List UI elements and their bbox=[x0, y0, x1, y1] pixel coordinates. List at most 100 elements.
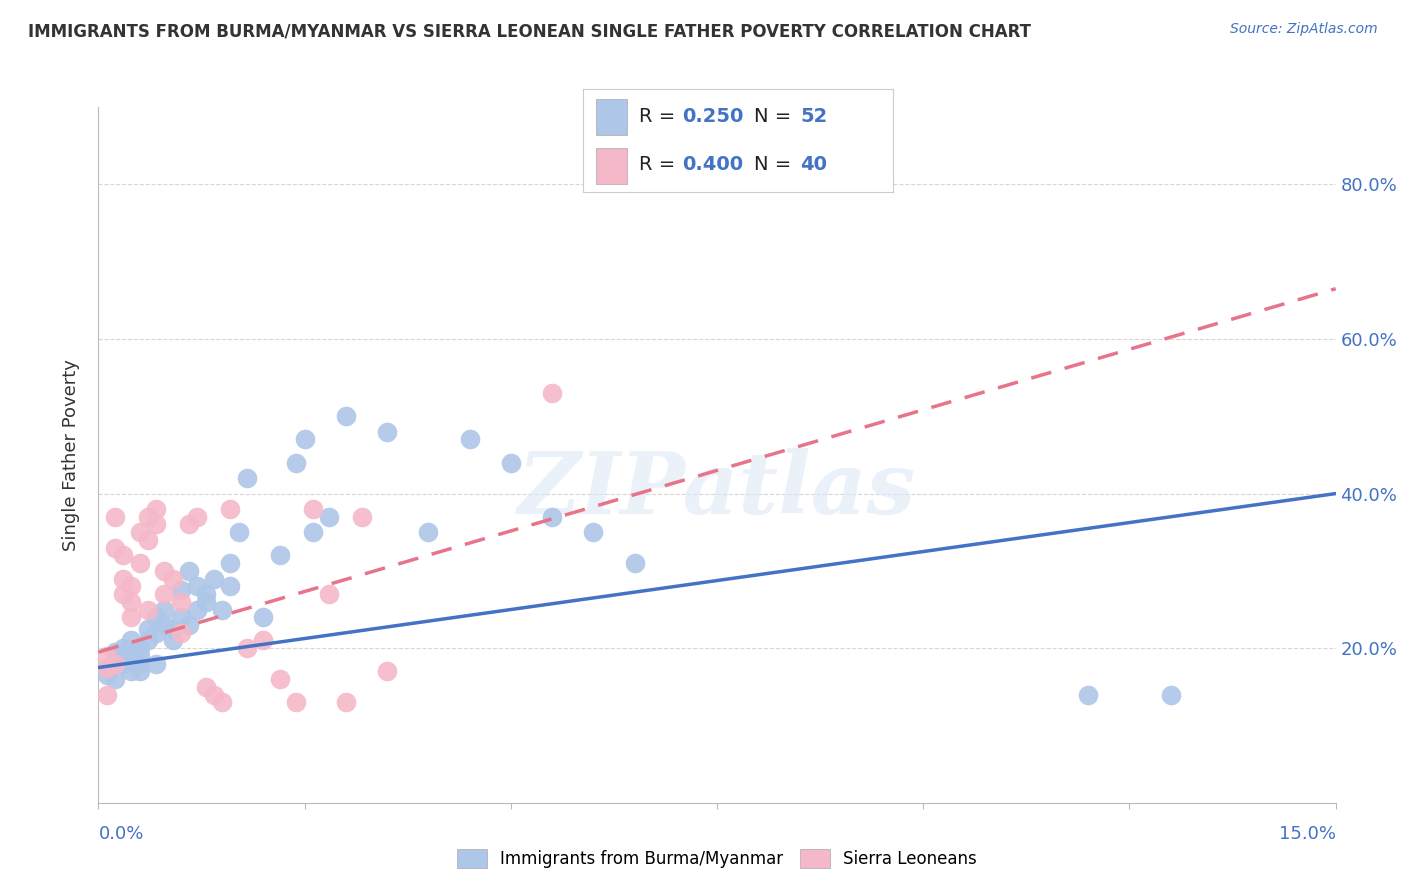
Point bbox=[269, 672, 291, 686]
Text: IMMIGRANTS FROM BURMA/MYANMAR VS SIERRA LEONEAN SINGLE FATHER POVERTY CORRELATIO: IMMIGRANTS FROM BURMA/MYANMAR VS SIERRA … bbox=[28, 22, 1031, 40]
Point bbox=[112, 549, 135, 563]
Point bbox=[128, 641, 150, 656]
Point bbox=[318, 587, 340, 601]
Text: N =: N = bbox=[754, 154, 797, 174]
Point bbox=[194, 587, 217, 601]
Point bbox=[352, 509, 374, 524]
Point bbox=[128, 665, 150, 679]
Point bbox=[153, 602, 176, 616]
Point bbox=[120, 595, 142, 609]
Point bbox=[145, 610, 167, 624]
Point bbox=[179, 564, 201, 578]
Point bbox=[228, 525, 250, 540]
Point bbox=[236, 471, 259, 485]
Point bbox=[120, 633, 142, 648]
Point bbox=[96, 660, 118, 674]
Point bbox=[179, 517, 201, 532]
Point bbox=[136, 533, 159, 547]
Bar bbox=[596, 99, 627, 136]
Text: 0.250: 0.250 bbox=[682, 107, 744, 127]
Point bbox=[252, 610, 274, 624]
Point bbox=[269, 549, 291, 563]
Bar bbox=[596, 148, 627, 184]
Point bbox=[112, 648, 135, 663]
Point bbox=[153, 618, 176, 632]
Point bbox=[120, 610, 142, 624]
Point bbox=[96, 660, 118, 674]
Point bbox=[145, 657, 167, 671]
Point bbox=[104, 645, 127, 659]
Text: Source: ZipAtlas.com: Source: ZipAtlas.com bbox=[1230, 22, 1378, 37]
Text: N =: N = bbox=[754, 107, 797, 127]
Point bbox=[136, 622, 159, 636]
Point bbox=[128, 648, 150, 663]
Point bbox=[236, 641, 259, 656]
Point bbox=[211, 695, 233, 709]
Point bbox=[194, 680, 217, 694]
Text: R =: R = bbox=[640, 107, 682, 127]
Point bbox=[1160, 688, 1182, 702]
Point bbox=[170, 583, 193, 598]
Point bbox=[128, 657, 150, 671]
Text: ZIPatlas: ZIPatlas bbox=[517, 448, 917, 532]
Point bbox=[285, 695, 308, 709]
Text: 0.400: 0.400 bbox=[682, 154, 744, 174]
Point bbox=[112, 657, 135, 671]
Point bbox=[112, 572, 135, 586]
Point bbox=[318, 509, 340, 524]
Point bbox=[162, 633, 184, 648]
Point bbox=[96, 668, 118, 682]
Point bbox=[623, 556, 645, 570]
Text: 40: 40 bbox=[800, 154, 827, 174]
Point bbox=[153, 587, 176, 601]
Point bbox=[136, 509, 159, 524]
Point bbox=[104, 672, 127, 686]
Text: 52: 52 bbox=[800, 107, 827, 127]
Point bbox=[541, 509, 564, 524]
Point bbox=[219, 579, 242, 593]
Text: 15.0%: 15.0% bbox=[1278, 825, 1336, 843]
Point bbox=[145, 517, 167, 532]
Point bbox=[128, 525, 150, 540]
Point bbox=[145, 502, 167, 516]
Point bbox=[499, 456, 522, 470]
Point bbox=[302, 525, 325, 540]
Point bbox=[202, 572, 225, 586]
Point bbox=[541, 386, 564, 401]
Point bbox=[112, 587, 135, 601]
Point bbox=[302, 502, 325, 516]
Point bbox=[219, 556, 242, 570]
Point bbox=[219, 502, 242, 516]
Point bbox=[335, 695, 357, 709]
Point bbox=[252, 633, 274, 648]
Point bbox=[1077, 688, 1099, 702]
Point bbox=[186, 579, 208, 593]
Point bbox=[104, 541, 127, 555]
Point bbox=[136, 602, 159, 616]
Point bbox=[186, 602, 208, 616]
Point bbox=[170, 595, 193, 609]
Point bbox=[458, 433, 481, 447]
Point bbox=[104, 509, 127, 524]
Point bbox=[170, 610, 193, 624]
Point bbox=[120, 579, 142, 593]
Point bbox=[202, 688, 225, 702]
Point bbox=[335, 409, 357, 424]
Point bbox=[96, 648, 118, 663]
Point bbox=[418, 525, 440, 540]
Point bbox=[375, 665, 398, 679]
Point bbox=[211, 602, 233, 616]
Text: 0.0%: 0.0% bbox=[98, 825, 143, 843]
Point bbox=[136, 633, 159, 648]
Point bbox=[104, 657, 127, 671]
Point bbox=[162, 572, 184, 586]
Point bbox=[194, 595, 217, 609]
Point bbox=[128, 556, 150, 570]
Legend: Immigrants from Burma/Myanmar, Sierra Leoneans: Immigrants from Burma/Myanmar, Sierra Le… bbox=[450, 842, 984, 874]
Point bbox=[294, 433, 316, 447]
Point bbox=[162, 622, 184, 636]
Point bbox=[375, 425, 398, 439]
Point bbox=[120, 665, 142, 679]
Point bbox=[179, 618, 201, 632]
Y-axis label: Single Father Poverty: Single Father Poverty bbox=[62, 359, 80, 551]
